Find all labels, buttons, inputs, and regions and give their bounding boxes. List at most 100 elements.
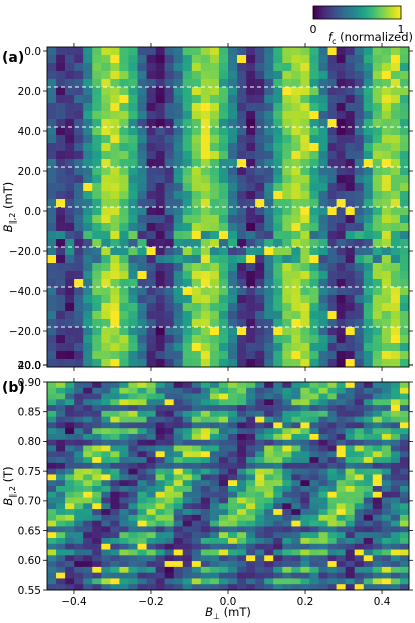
heatmap-cell [327, 351, 337, 360]
heatmap-cell [300, 191, 310, 200]
heatmap-cell [56, 497, 66, 504]
heatmap-cell [273, 410, 283, 417]
heatmap-cell [92, 255, 102, 264]
heatmap-cell [209, 287, 220, 296]
heatmap-cell [200, 584, 211, 591]
heatmap-cell [282, 175, 292, 184]
heatmap-cell [182, 393, 193, 400]
heatmap-cell [218, 572, 229, 579]
heatmap-cell [191, 578, 202, 585]
heatmap-cell [209, 111, 220, 120]
heatmap-cell [282, 191, 292, 200]
heatmap-cell [209, 474, 220, 481]
heatmap-cell [164, 167, 174, 176]
heatmap-cell [83, 532, 93, 539]
heatmap-cell [155, 351, 165, 360]
heatmap-cell [173, 319, 184, 328]
panel-b-label: (b) [2, 380, 25, 396]
heatmap-cell [300, 135, 310, 144]
heatmap-cell [119, 457, 129, 464]
heatmap-cell [363, 303, 374, 312]
heatmap-cell [291, 303, 301, 312]
heatmap-cell [56, 287, 66, 296]
heatmap-cell [200, 247, 211, 256]
heatmap-cell [381, 151, 392, 160]
heatmap-cell [255, 434, 265, 441]
heatmap-cell [327, 491, 337, 498]
heatmap-cell [327, 445, 337, 452]
heatmap-cell [300, 526, 310, 533]
heatmap-cell [390, 532, 401, 539]
heatmap-cell [345, 103, 355, 112]
heatmap-cell [246, 351, 256, 360]
heatmap-cell [372, 303, 383, 312]
heatmap-cell [101, 247, 111, 256]
heatmap-cell [282, 503, 292, 510]
heatmap-cell [155, 578, 165, 585]
heatmap-cell [56, 343, 66, 352]
heatmap-cell [146, 474, 156, 481]
heatmap-cell [255, 514, 265, 521]
heatmap-cell [372, 538, 383, 545]
heatmap-cell [128, 509, 138, 516]
heatmap-cell [101, 497, 111, 504]
heatmap-cell [363, 578, 374, 585]
heatmap-cell [273, 538, 283, 545]
heatmap-cell [318, 119, 328, 128]
heatmap-cell [137, 555, 147, 562]
heatmap-cell [363, 55, 374, 64]
heatmap-cell [200, 410, 211, 417]
colorbar-cell [321, 6, 324, 19]
heatmap-cell [218, 434, 229, 441]
heatmap-cell [128, 55, 138, 64]
heatmap-cell [318, 503, 328, 510]
heatmap-cell [47, 271, 57, 280]
heatmap-cell [200, 497, 211, 504]
heatmap-cell [318, 159, 328, 168]
panel-a-heatmap [47, 47, 410, 368]
heatmap-cell [282, 497, 292, 504]
heatmap-cell [137, 351, 147, 360]
heatmap-cell [390, 287, 401, 296]
heatmap-cell [137, 399, 147, 406]
heatmap-cell [218, 223, 229, 232]
heatmap-cell [119, 207, 129, 216]
heatmap-cell [291, 127, 301, 136]
heatmap-cell [318, 566, 328, 573]
heatmap-cell [372, 532, 383, 539]
heatmap-cell [264, 382, 274, 389]
heatmap-cell [309, 445, 319, 452]
heatmap-cell [327, 303, 337, 312]
heatmap-cell [354, 79, 365, 88]
heatmap-cell [101, 428, 111, 435]
heatmap-cell [345, 231, 355, 240]
heatmap-cell [246, 63, 256, 72]
heatmap-cell [282, 514, 292, 521]
heatmap-cell [209, 359, 220, 368]
heatmap-cell [146, 382, 156, 389]
heatmap-cell [390, 223, 401, 232]
heatmap-cell [336, 491, 346, 498]
heatmap-cell [300, 451, 310, 458]
heatmap-cell [83, 405, 93, 412]
heatmap-cell [128, 480, 138, 487]
heatmap-cell [164, 143, 174, 152]
heatmap-cell [182, 87, 193, 96]
heatmap-cell [390, 468, 401, 475]
heatmap-cell [200, 416, 211, 423]
heatmap-cell [264, 468, 274, 475]
heatmap-cell [191, 439, 202, 446]
y-tick-label: 0.85 [18, 407, 41, 419]
heatmap-cell [255, 387, 265, 394]
heatmap-cell [390, 491, 401, 498]
heatmap-cell [173, 279, 184, 288]
heatmap-cell [255, 410, 265, 417]
heatmap-cell [345, 520, 355, 527]
heatmap-cell [56, 239, 66, 248]
heatmap-cell [363, 359, 374, 368]
heatmap-cell [264, 543, 274, 550]
heatmap-cell [47, 79, 57, 88]
heatmap-cell [92, 271, 102, 280]
heatmap-cell [155, 410, 165, 417]
heatmap-cell [101, 532, 111, 539]
